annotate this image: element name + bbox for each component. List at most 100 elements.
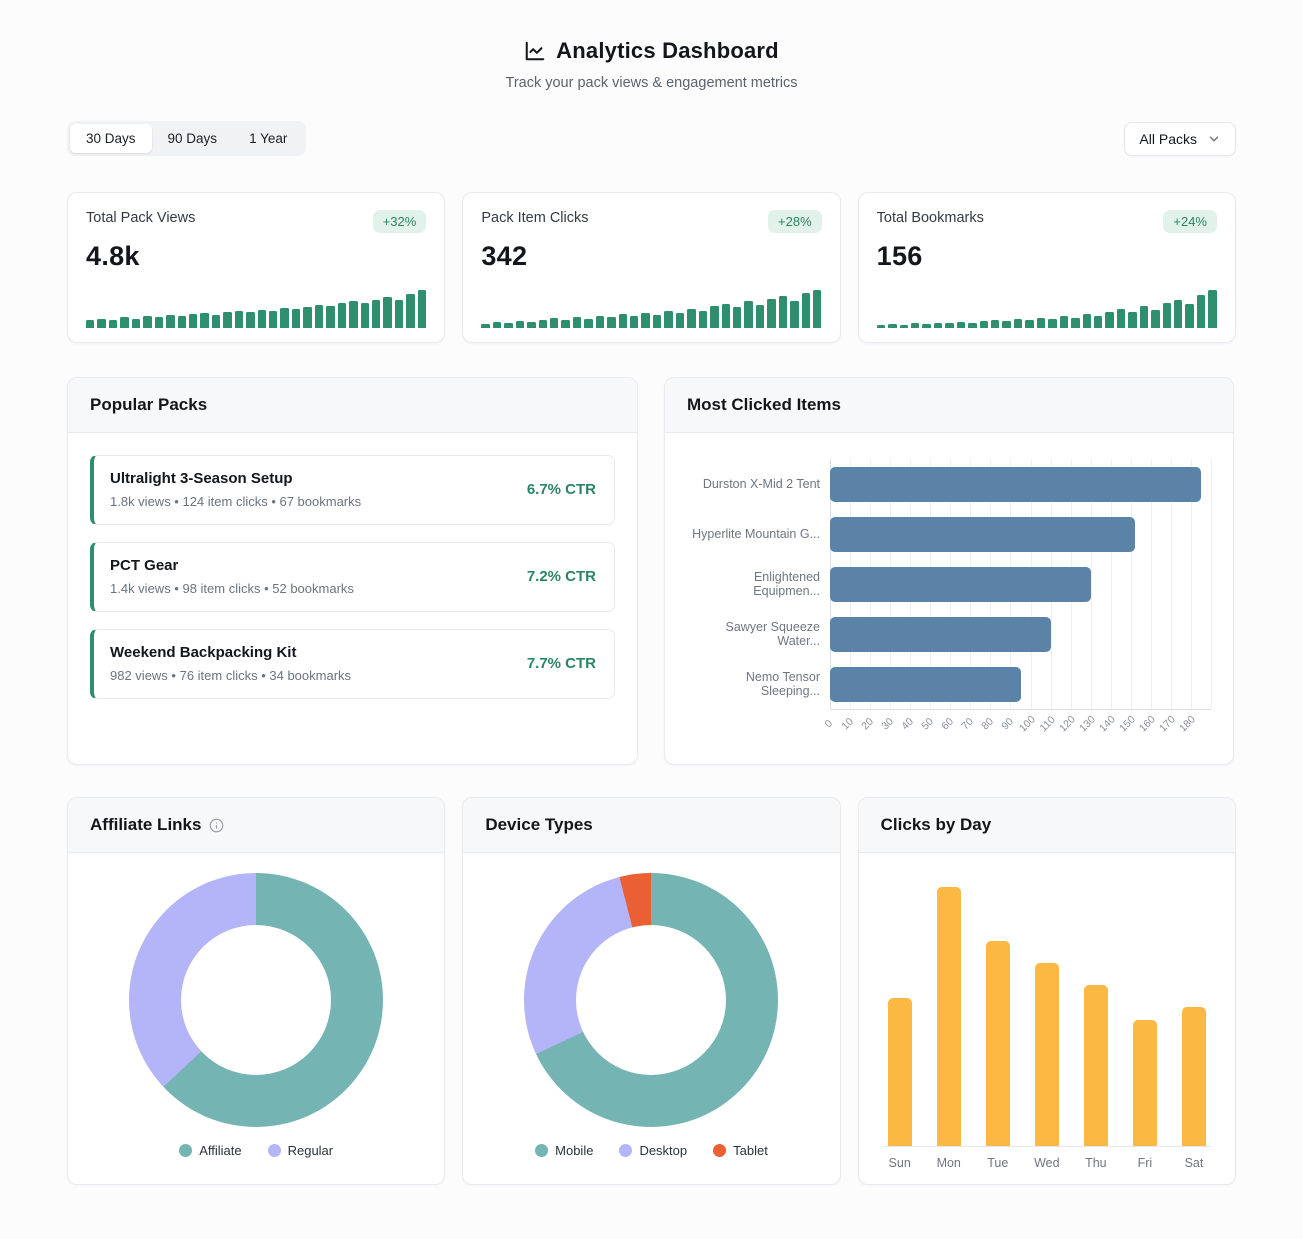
spark-bar — [561, 320, 570, 328]
spark-bar — [1116, 309, 1126, 328]
pack-meta: 982 views • 76 item clicks • 34 bookmark… — [110, 668, 352, 683]
spark-bar — [1025, 320, 1034, 328]
hbar-row — [830, 459, 1211, 509]
vbar-column — [883, 887, 917, 1146]
spark-bar — [813, 290, 822, 328]
legend-item: Tablet — [713, 1143, 768, 1158]
pack-item-info: PCT Gear 1.4k views • 98 item clicks • 52… — [110, 557, 354, 596]
spark-bar — [527, 322, 536, 328]
popular-packs-title: Popular Packs — [90, 395, 208, 414]
stat-value: 4.8k — [86, 241, 140, 271]
vbar-bar — [985, 940, 1010, 1146]
spark-bar — [1151, 309, 1160, 328]
spark-bar — [1071, 317, 1080, 328]
legend-item: Affiliate — [179, 1143, 242, 1158]
pack-item-info: Ultralight 3-Season Setup 1.8k views • 12… — [110, 470, 361, 509]
pack-name: PCT Gear — [110, 557, 179, 574]
tab-1-year[interactable]: 1 Year — [233, 124, 303, 153]
spark-bar — [1105, 311, 1114, 328]
spark-bar — [687, 308, 696, 328]
hbar-tick-label: 170 — [1156, 713, 1178, 735]
spark-bar — [1174, 299, 1183, 328]
popular-packs-card: Popular Packs Ultralight 3-Season Setup 1… — [67, 377, 638, 765]
spark-bar — [584, 319, 593, 328]
pack-item-info: Weekend Backpacking Kit 982 views • 76 it… — [110, 644, 351, 683]
device-types-chart: Mobile Desktop Tablet — [463, 853, 839, 1174]
spark-bar — [200, 312, 209, 328]
spark-bar — [1185, 304, 1194, 328]
spark-bar — [515, 320, 525, 328]
legend-label: Tablet — [733, 1143, 768, 1158]
spark-bar — [1036, 317, 1046, 328]
spark-bar — [360, 303, 369, 328]
hbar-bar — [830, 566, 1091, 602]
spark-bar — [910, 323, 920, 328]
spark-bar — [481, 323, 490, 328]
most-clicked-items-chart: Durston X-Mid 2 Tent Hyperlite Mountain G… — [665, 433, 1233, 764]
spark-bar — [572, 317, 582, 328]
pack-meta: 1.8k views • 124 item clicks • 67 bookma… — [110, 494, 362, 509]
hbar-row — [830, 659, 1211, 709]
most-clicked-items-card: Most Clicked Items Durston X-Mid 2 Tent H… — [664, 377, 1234, 765]
spark-bar — [86, 320, 95, 328]
vbar-column — [981, 887, 1015, 1146]
spark-bar — [211, 314, 221, 328]
pack-list-item[interactable]: PCT Gear 1.4k views • 98 item clicks • 52… — [90, 542, 615, 612]
tab-90-days[interactable]: 90 Days — [152, 124, 234, 153]
vbar-column — [932, 887, 966, 1146]
filter-row: 30 Days 90 Days 1 Year All Packs — [67, 121, 1236, 156]
stat-label: Total Pack Views — [86, 210, 196, 226]
vbar-bar — [1182, 1007, 1206, 1146]
spark-bar — [721, 303, 730, 328]
stat-card-pack-item-clicks: Pack Item Clicks +28% 342 — [462, 192, 841, 343]
popular-packs-list: Ultralight 3-Season Setup 1.8k views • 12… — [68, 433, 637, 721]
spark-bar — [314, 304, 324, 328]
analytics-dashboard-page: Analytics Dashboard Track your pack view… — [67, 0, 1236, 1231]
page-title: Analytics Dashboard — [556, 38, 779, 63]
spark-bar — [291, 309, 301, 328]
vbar-bar — [887, 997, 912, 1146]
stat-label: Total Bookmarks — [876, 210, 984, 226]
hbar-category-label: Nemo Tensor Sleeping... — [745, 670, 820, 698]
affiliate-links-card: Affiliate Links Affiliate Regular — [67, 797, 446, 1185]
pack-name: Weekend Backpacking Kit — [110, 644, 297, 661]
vbar-day-label: Fri — [1137, 1156, 1153, 1170]
pack-filter-select[interactable]: All Packs — [1124, 121, 1236, 156]
pack-list-item[interactable]: Weekend Backpacking Kit 982 views • 76 it… — [90, 629, 615, 699]
date-range-tabs: 30 Days 90 Days 1 Year — [67, 121, 307, 156]
grid-line — [1090, 459, 1092, 709]
spark-bar — [504, 322, 513, 328]
vbar-day-label: Sat — [1184, 1156, 1204, 1170]
info-icon[interactable] — [209, 818, 224, 833]
legend-label: Affiliate — [199, 1143, 242, 1158]
hbar-x-axis: 0 10 20 30 40 50 60 70 80 90 100 110 120 130 140 150 160… — [823, 710, 1211, 754]
grid-line — [1211, 459, 1212, 709]
hbar-tick-label: 40 — [899, 715, 917, 733]
grid-line — [1110, 459, 1112, 709]
spark-bar — [641, 312, 650, 328]
spark-bar — [698, 311, 708, 328]
hbar-tick-label: 60 — [939, 715, 957, 733]
spark-bar — [933, 322, 943, 328]
vbar-day-label: Thu — [1085, 1156, 1107, 1170]
hbar-tick-label: 180 — [1176, 713, 1198, 735]
vbar-day-label: Wed — [1034, 1156, 1060, 1170]
most-clicked-items-header: Most Clicked Items — [665, 378, 1233, 433]
tab-30-days[interactable]: 30 Days — [70, 124, 152, 153]
hbar-tick-label: 10 — [839, 715, 857, 733]
pack-list-item[interactable]: Ultralight 3-Season Setup 1.8k views • 12… — [90, 455, 615, 525]
spark-bar — [177, 316, 186, 328]
vbar-day-label: Mon — [936, 1156, 961, 1170]
clicks-by-day-header: Clicks by Day — [858, 798, 1235, 853]
spark-bar — [108, 319, 118, 328]
spark-bar — [326, 306, 335, 328]
spark-bar — [143, 316, 152, 328]
hbar-tick-label: 20 — [859, 715, 877, 733]
vbar-plot-area — [882, 873, 1211, 1147]
spark-bar — [337, 302, 347, 328]
spark-bar — [97, 318, 106, 328]
spark-bar — [876, 324, 886, 328]
hbar-tick-label: 160 — [1136, 713, 1158, 735]
spark-bar — [131, 318, 141, 328]
hbar-tick-label: 120 — [1056, 713, 1078, 735]
